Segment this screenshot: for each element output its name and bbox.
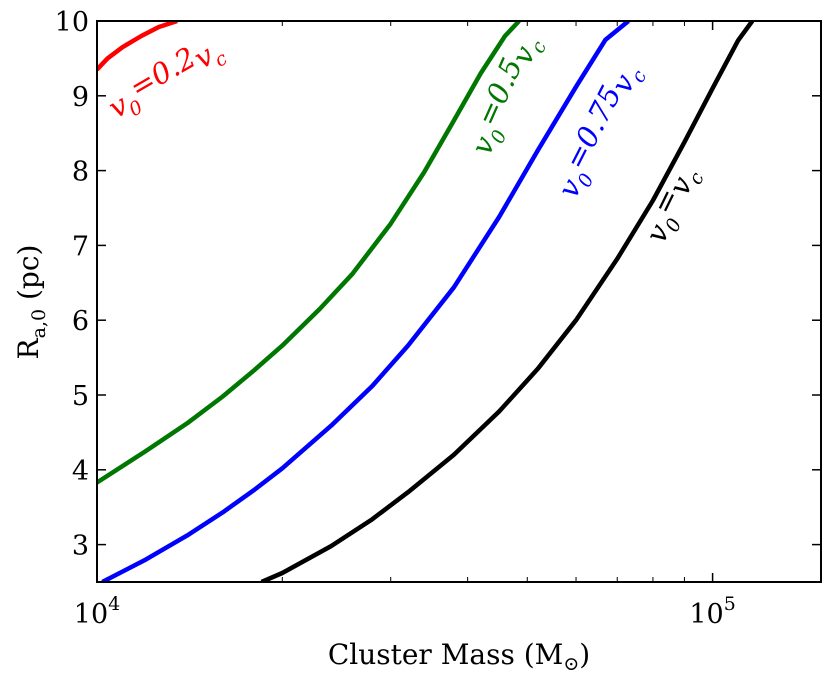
series-line-1 [97,21,521,485]
y-tick-label-6: 9 [72,82,89,113]
x-axis-title: Cluster Mass (M⊙) [328,638,590,675]
y-tick-label-5: 8 [72,157,89,188]
series-line-2 [101,21,630,582]
series-line-3 [260,21,755,582]
y-tick-label-0: 3 [72,531,89,562]
series-layer [97,21,755,582]
y-tick-label-2: 5 [72,381,89,412]
x-axis: 104 105 [74,21,736,630]
series-line-0 [97,21,178,72]
y-tick-label-1: 4 [72,456,89,487]
y-tick-label-3: 6 [72,306,89,337]
x-tick-label-0: 104 [74,593,120,630]
y-axis-title: Ra,0 (pc) [12,245,50,360]
y-axis: 3 4 5 6 7 8 9 10 [55,7,821,562]
x-tick-label-1: 105 [689,593,735,630]
plot-frame [96,20,822,583]
y-tick-label-7: 10 [55,7,89,38]
y-tick-label-4: 7 [72,231,89,262]
